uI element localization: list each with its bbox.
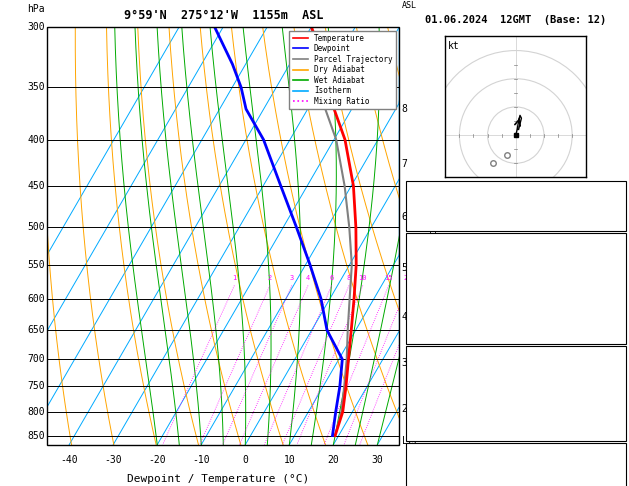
- Text: -40: -40: [60, 455, 78, 465]
- Text: SREH: SREH: [408, 475, 432, 486]
- Text: 10: 10: [284, 455, 295, 465]
- Text: 9°59'N  275°12'W  1155m  ASL: 9°59'N 275°12'W 1155m ASL: [123, 9, 323, 22]
- Text: 800: 800: [27, 407, 45, 417]
- Text: 6: 6: [402, 212, 408, 222]
- Text: -20: -20: [148, 455, 166, 465]
- Text: 4.16: 4.16: [599, 214, 623, 224]
- Text: 6: 6: [617, 475, 623, 486]
- Text: 300: 300: [27, 22, 45, 32]
- Text: 700: 700: [27, 354, 45, 364]
- Text: 01.06.2024  12GMT  (Base: 12): 01.06.2024 12GMT (Base: 12): [425, 15, 606, 25]
- Text: LCL: LCL: [402, 436, 420, 446]
- Text: θε (K): θε (K): [408, 378, 444, 388]
- Text: 20: 20: [403, 275, 412, 280]
- Text: Lifted Index: Lifted Index: [408, 296, 480, 306]
- Text: CAPE (J): CAPE (J): [408, 408, 456, 418]
- Text: CIN (J): CIN (J): [408, 423, 450, 434]
- Text: 850: 850: [27, 431, 45, 441]
- Text: 47: 47: [611, 423, 623, 434]
- Text: 750: 750: [27, 382, 45, 391]
- Text: 3: 3: [402, 358, 408, 368]
- Text: 400: 400: [27, 135, 45, 145]
- Text: Lifted Index: Lifted Index: [408, 393, 480, 403]
- Text: 15: 15: [384, 275, 393, 280]
- Text: hPa: hPa: [27, 4, 45, 14]
- Text: 2: 2: [402, 404, 408, 414]
- Text: Dewpoint / Temperature (°C): Dewpoint / Temperature (°C): [127, 474, 309, 484]
- Text: 347: 347: [605, 281, 623, 291]
- Text: 37: 37: [611, 184, 623, 194]
- Text: 47: 47: [611, 326, 623, 336]
- Text: -1: -1: [611, 393, 623, 403]
- Text: 4: 4: [306, 275, 310, 280]
- Text: CIN (J): CIN (J): [408, 326, 450, 336]
- Text: -2: -2: [611, 460, 623, 470]
- Text: © weatheronline.co.uk: © weatheronline.co.uk: [464, 467, 568, 476]
- Text: 19.2: 19.2: [599, 251, 623, 261]
- Text: Pressure (mb): Pressure (mb): [408, 363, 486, 373]
- Text: 5: 5: [402, 262, 408, 273]
- Text: 1: 1: [232, 275, 237, 280]
- Text: 4: 4: [402, 312, 408, 322]
- Text: 30: 30: [372, 455, 383, 465]
- Text: 886: 886: [605, 363, 623, 373]
- Text: Dewp (°C): Dewp (°C): [408, 266, 462, 276]
- Text: 7: 7: [402, 159, 408, 170]
- Text: -30: -30: [104, 455, 122, 465]
- Text: 20: 20: [328, 455, 339, 465]
- Text: 500: 500: [27, 222, 45, 232]
- Text: km
ASL: km ASL: [402, 0, 416, 10]
- Text: Totals Totals: Totals Totals: [408, 199, 486, 209]
- Text: CAPE (J): CAPE (J): [408, 311, 456, 321]
- Text: kt: kt: [448, 41, 460, 51]
- Text: 350: 350: [27, 82, 45, 92]
- Text: Most Unstable: Most Unstable: [477, 348, 555, 358]
- Text: 44: 44: [611, 408, 623, 418]
- Text: -10: -10: [192, 455, 210, 465]
- Text: Surface: Surface: [495, 236, 537, 246]
- Text: 10: 10: [359, 275, 367, 280]
- Text: Mixing Ratio (g/kg): Mixing Ratio (g/kg): [429, 180, 439, 292]
- Text: 550: 550: [27, 260, 45, 270]
- Text: 25: 25: [418, 275, 427, 280]
- Text: -1: -1: [611, 296, 623, 306]
- Text: 347: 347: [605, 378, 623, 388]
- Text: 450: 450: [27, 181, 45, 191]
- Text: 44: 44: [611, 311, 623, 321]
- Text: 0: 0: [242, 455, 248, 465]
- Text: Hodograph: Hodograph: [489, 445, 543, 455]
- Text: 600: 600: [27, 294, 45, 304]
- Text: 3: 3: [290, 275, 294, 280]
- Text: 8: 8: [402, 104, 408, 114]
- Text: K: K: [408, 184, 415, 194]
- Legend: Temperature, Dewpoint, Parcel Trajectory, Dry Adiabat, Wet Adiabat, Isotherm, Mi: Temperature, Dewpoint, Parcel Trajectory…: [289, 31, 396, 109]
- Text: θε(K): θε(K): [408, 281, 438, 291]
- Text: EH: EH: [408, 460, 420, 470]
- Text: 8: 8: [347, 275, 351, 280]
- Text: 2: 2: [268, 275, 272, 280]
- Text: 43: 43: [611, 199, 623, 209]
- Text: 18.6: 18.6: [599, 266, 623, 276]
- Text: 650: 650: [27, 325, 45, 335]
- Text: PW (cm): PW (cm): [408, 214, 450, 224]
- Text: Temp (°C): Temp (°C): [408, 251, 462, 261]
- Text: 6: 6: [330, 275, 334, 280]
